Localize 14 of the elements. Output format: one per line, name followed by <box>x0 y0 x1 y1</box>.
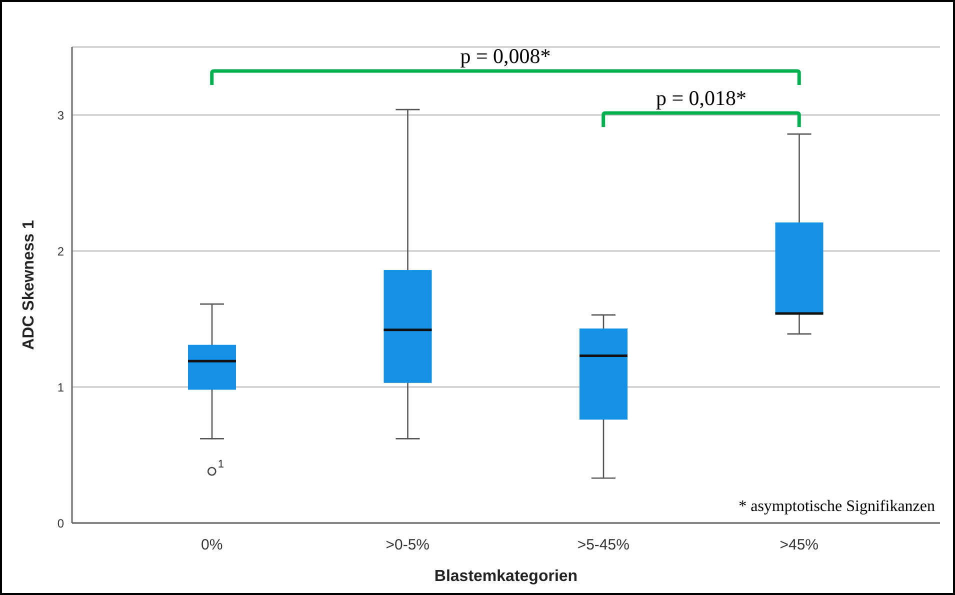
x-tick-label: >5-45% <box>577 536 630 554</box>
y-tick-label: 0 <box>57 516 64 530</box>
annotation: * asymptotische Signifikanzen <box>738 498 935 516</box>
annotation: p = 0,008* <box>460 44 551 68</box>
annotation: 1 <box>218 458 224 470</box>
y-tick-label: 3 <box>57 108 64 122</box>
annotation: p = 0,018* <box>656 86 747 110</box>
y-axis-title: ADC Skewness 1 <box>20 220 38 350</box>
y-tick-label: 1 <box>57 380 64 394</box>
x-tick-label: 0% <box>201 536 223 554</box>
x-axis-title: Blastemkategorien <box>434 568 578 585</box>
x-tick-label: >45% <box>780 536 819 554</box>
y-tick-label: 2 <box>57 244 64 258</box>
x-tick-label: >0-5% <box>386 536 430 554</box>
